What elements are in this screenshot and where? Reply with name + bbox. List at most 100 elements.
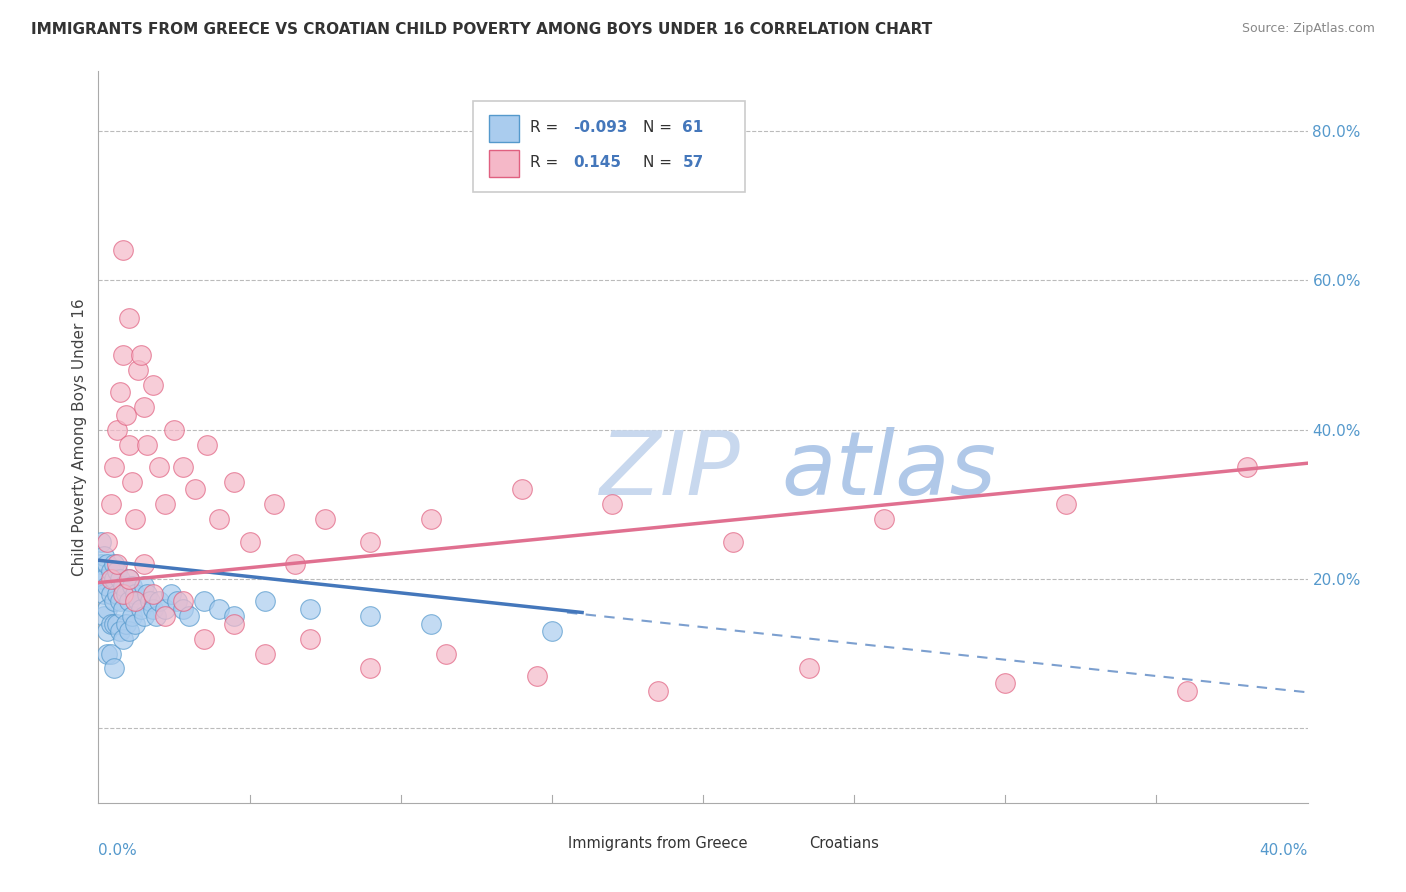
Point — [93, 609, 115, 624]
Point — [103, 616, 125, 631]
Point — [100, 497, 122, 511]
Point — [142, 601, 165, 615]
Text: 0.145: 0.145 — [574, 155, 621, 170]
Point — [129, 601, 152, 615]
Text: 61: 61 — [682, 120, 703, 136]
Point — [114, 587, 136, 601]
Point — [96, 557, 118, 571]
Point — [148, 594, 170, 608]
Point — [93, 572, 115, 586]
Bar — [776, 829, 803, 858]
Point — [540, 624, 562, 639]
Point — [124, 594, 146, 608]
Point — [124, 616, 146, 631]
Point — [239, 534, 262, 549]
Point — [100, 647, 122, 661]
Point — [108, 385, 131, 400]
Point — [193, 632, 215, 646]
Point — [121, 475, 143, 489]
Point — [90, 557, 112, 571]
Point — [103, 594, 125, 608]
Text: R =: R = — [530, 155, 558, 170]
Bar — [489, 114, 519, 143]
Y-axis label: Child Poverty Among Boys Under 16: Child Poverty Among Boys Under 16 — [72, 298, 87, 576]
Point — [299, 632, 322, 646]
Point — [135, 587, 157, 601]
Point — [100, 616, 122, 631]
Point — [108, 594, 131, 608]
Point — [135, 437, 157, 451]
Point — [103, 459, 125, 474]
Point — [1175, 683, 1198, 698]
Point — [1054, 497, 1077, 511]
Point — [132, 609, 155, 624]
Point — [100, 565, 122, 579]
Point — [114, 616, 136, 631]
Point — [148, 459, 170, 474]
Text: -0.093: -0.093 — [574, 120, 628, 136]
Text: ZIP: ZIP — [600, 427, 741, 513]
Point — [118, 594, 141, 608]
Point — [360, 534, 382, 549]
Point — [299, 601, 322, 615]
Text: atlas: atlas — [782, 427, 997, 513]
Point — [100, 572, 122, 586]
Point — [179, 609, 201, 624]
Point — [90, 534, 112, 549]
Point — [172, 459, 194, 474]
Point — [93, 587, 115, 601]
Point — [195, 437, 218, 451]
Point — [121, 579, 143, 593]
Point — [142, 587, 165, 601]
Point — [602, 497, 624, 511]
Point — [96, 601, 118, 615]
Point — [208, 512, 231, 526]
Point — [172, 601, 194, 615]
Point — [647, 683, 669, 698]
Point — [96, 624, 118, 639]
Text: N =: N = — [643, 155, 672, 170]
Point — [224, 609, 246, 624]
Point — [111, 348, 134, 362]
Text: IMMIGRANTS FROM GREECE VS CROATIAN CHILD POVERTY AMONG BOYS UNDER 16 CORRELATION: IMMIGRANTS FROM GREECE VS CROATIAN CHILD… — [31, 22, 932, 37]
Point — [153, 497, 176, 511]
Point — [103, 557, 125, 571]
Point — [797, 661, 820, 675]
Point — [90, 572, 112, 586]
Point — [723, 534, 745, 549]
Point — [100, 587, 122, 601]
Text: N =: N = — [643, 120, 672, 136]
Point — [360, 661, 382, 675]
Text: Source: ZipAtlas.com: Source: ZipAtlas.com — [1241, 22, 1375, 36]
Point — [111, 244, 134, 258]
Point — [434, 647, 457, 661]
Text: R =: R = — [530, 120, 558, 136]
Point — [129, 348, 152, 362]
Point — [360, 609, 382, 624]
Point — [121, 609, 143, 624]
Point — [118, 624, 141, 639]
Bar — [534, 829, 561, 858]
Point — [253, 594, 276, 608]
Point — [224, 616, 246, 631]
Point — [127, 594, 149, 608]
Point — [96, 534, 118, 549]
FancyBboxPatch shape — [474, 101, 745, 192]
Point — [420, 512, 443, 526]
Point — [420, 616, 443, 631]
Point — [105, 565, 128, 579]
Point — [163, 423, 186, 437]
Point — [118, 437, 141, 451]
Text: Immigrants from Greece: Immigrants from Greece — [568, 836, 747, 851]
Text: 57: 57 — [682, 155, 703, 170]
Text: 40.0%: 40.0% — [1260, 843, 1308, 858]
Text: 0.0%: 0.0% — [98, 843, 138, 858]
Point — [142, 377, 165, 392]
Point — [105, 423, 128, 437]
Point — [118, 310, 141, 325]
Point — [153, 601, 176, 615]
Text: Croatians: Croatians — [810, 836, 879, 851]
Point — [145, 609, 167, 624]
Point — [108, 624, 131, 639]
Point — [111, 587, 134, 601]
